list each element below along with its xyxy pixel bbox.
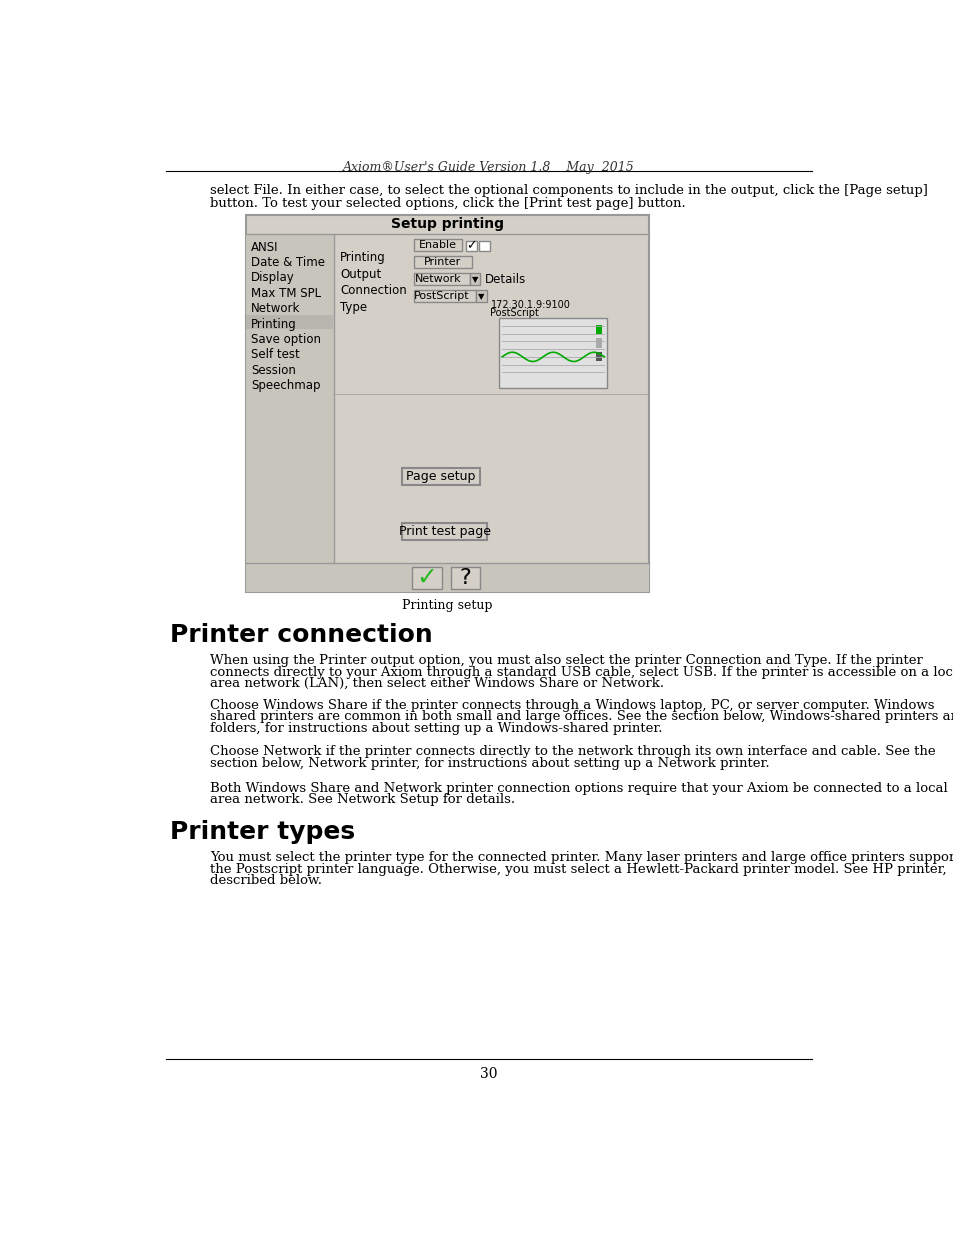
Bar <box>414 290 476 303</box>
Text: ▼: ▼ <box>477 291 484 300</box>
Text: Enable: Enable <box>418 241 456 251</box>
Text: You must select the printer type for the connected printer. Many laser printers : You must select the printer type for the… <box>210 851 953 864</box>
Bar <box>245 563 648 593</box>
Text: Page setup: Page setup <box>406 469 475 483</box>
Bar <box>478 241 489 252</box>
Bar <box>246 315 333 330</box>
Bar <box>414 256 472 268</box>
Text: 30: 30 <box>479 1067 497 1081</box>
Text: area network. See Network Setup for details.: area network. See Network Setup for deta… <box>210 793 515 806</box>
Bar <box>414 273 469 285</box>
Text: Printing: Printing <box>340 251 385 263</box>
Text: Choose Network if the printer connects directly to the network through its own i: Choose Network if the printer connects d… <box>210 745 935 758</box>
Text: described below.: described below. <box>210 874 321 887</box>
Text: connects directly to your Axiom through a standard USB cable, select USB. If the: connects directly to your Axiom through … <box>210 666 953 679</box>
Text: PostScript: PostScript <box>490 309 538 319</box>
Bar <box>402 524 487 540</box>
Text: When using the Printer output option, you must also select the printer Connectio: When using the Printer output option, yo… <box>210 655 922 667</box>
Bar <box>465 241 476 252</box>
Text: the Postscript printer language. Otherwise, you must select a Hewlett-Packard pr: the Postscript printer language. Otherwi… <box>210 863 945 876</box>
Text: ✓: ✓ <box>465 240 476 252</box>
Text: Details: Details <box>484 273 526 285</box>
Text: Speechmap: Speechmap <box>251 379 320 393</box>
Text: Network: Network <box>415 274 461 284</box>
Text: Both Windows Share and Network printer connection options require that your Axio: Both Windows Share and Network printer c… <box>210 782 946 795</box>
Text: Axiom®User's Guide Version 1.8    May  2015: Axiom®User's Guide Version 1.8 May 2015 <box>343 162 634 174</box>
Text: Date & Time: Date & Time <box>251 256 325 269</box>
Text: Printer types: Printer types <box>170 820 355 845</box>
Text: button. To test your selected options, click the [Print test page] button.: button. To test your selected options, c… <box>210 196 685 210</box>
Text: Output: Output <box>340 268 381 280</box>
Text: shared printers are common in both small and large offices. See the section belo: shared printers are common in both small… <box>210 710 953 724</box>
Bar <box>402 468 479 484</box>
Text: Max TM SPL: Max TM SPL <box>251 287 321 300</box>
Bar <box>498 319 607 388</box>
Text: ANSI: ANSI <box>251 241 278 253</box>
Text: Type: Type <box>340 301 367 315</box>
Bar <box>414 240 461 252</box>
Text: Self test: Self test <box>251 348 299 362</box>
Bar <box>412 567 441 589</box>
Bar <box>596 325 601 333</box>
Text: Print test page: Print test page <box>398 525 490 538</box>
Text: Choose Windows Share if the printer connects through a Windows laptop, PC, or se: Choose Windows Share if the printer conn… <box>210 699 933 711</box>
Bar <box>596 338 601 347</box>
Text: section below, Network printer, for instructions about setting up a Network prin: section below, Network printer, for inst… <box>210 757 769 769</box>
Text: Save option: Save option <box>251 333 320 346</box>
Text: Display: Display <box>251 272 294 284</box>
Text: Printer connection: Printer connection <box>170 624 432 647</box>
Text: Printing setup: Printing setup <box>401 599 492 611</box>
Text: Printer: Printer <box>424 257 461 267</box>
Bar <box>451 567 480 589</box>
Text: Session: Session <box>251 364 295 377</box>
Bar <box>245 233 334 563</box>
Text: area network (LAN), then select either Windows Share or Network.: area network (LAN), then select either W… <box>210 677 663 690</box>
Text: PostScript: PostScript <box>414 291 469 301</box>
Text: Setup printing: Setup printing <box>390 217 503 231</box>
Text: ▼: ▼ <box>471 274 477 284</box>
Text: folders, for instructions about setting up a Windows-shared printer.: folders, for instructions about setting … <box>210 721 661 735</box>
Bar <box>245 215 648 593</box>
Text: ✓: ✓ <box>416 566 437 590</box>
Bar <box>469 273 480 285</box>
Text: ?: ? <box>459 568 471 588</box>
Text: 172.30.1.9:9100: 172.30.1.9:9100 <box>490 300 570 310</box>
Text: select File. In either case, to select the optional components to include in the: select File. In either case, to select t… <box>210 184 927 198</box>
Bar <box>596 352 601 362</box>
Text: Printing: Printing <box>251 317 296 331</box>
Bar <box>476 290 486 303</box>
Text: Connection: Connection <box>340 284 406 298</box>
Text: Network: Network <box>251 303 300 315</box>
